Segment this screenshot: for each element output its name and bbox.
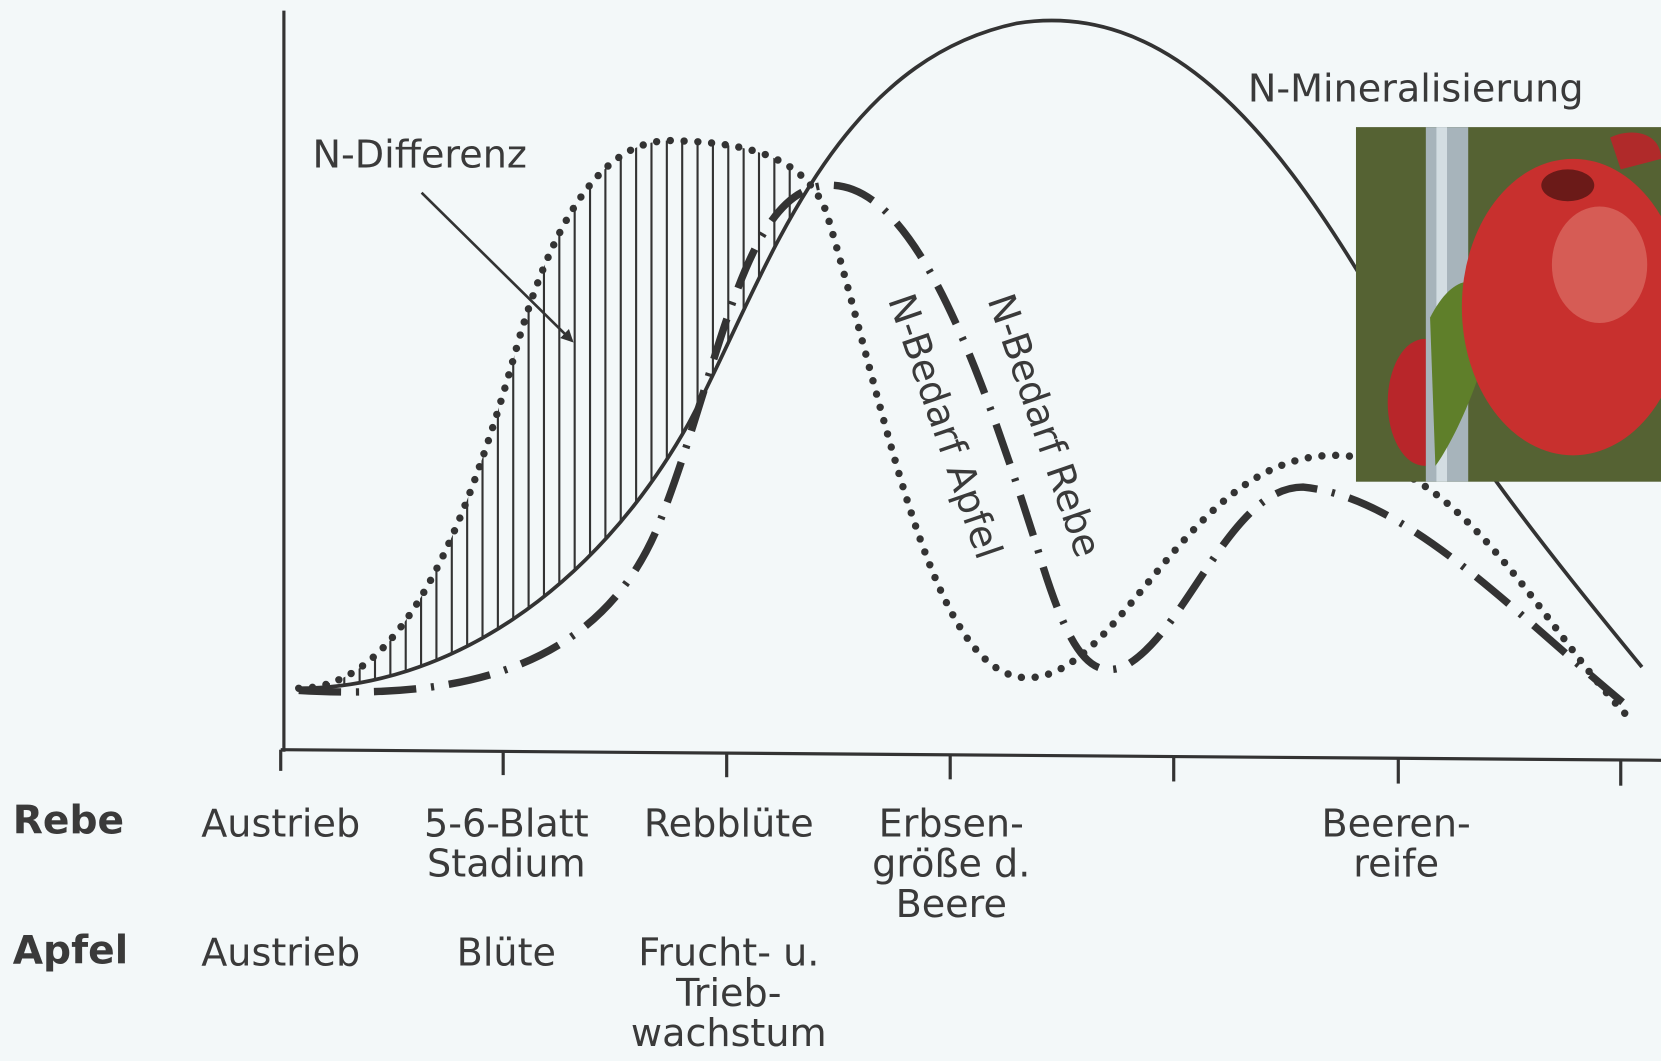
mineralisierung-label: N-Mineralisierung [1248, 67, 1584, 111]
stage-label: 5-6-Blatt [424, 802, 589, 846]
stage-label: wachstum [631, 1011, 827, 1055]
stage-label: Trieb- [675, 971, 781, 1015]
stage-label: Beere [896, 882, 1007, 926]
arrow [420, 191, 574, 343]
bedarf-rebe-curve [298, 181, 1634, 713]
stage-label: Beeren- [1322, 802, 1471, 846]
row-label: Apfel [13, 929, 128, 974]
differenz-label: N-Differenz [312, 132, 526, 176]
stage-label: Frucht- u. [638, 931, 819, 975]
difference-hatching [312, 105, 791, 742]
x-axis [280, 748, 1661, 762]
row-label: Rebe [13, 798, 124, 843]
stage-label: Austrieb [201, 802, 360, 846]
stage-label: Blüte [457, 931, 556, 975]
apple-photo [1355, 127, 1661, 482]
x-ticks [279, 749, 1623, 786]
stage-label: Austrieb [201, 931, 360, 975]
stage-label: Stadium [427, 842, 586, 886]
bedarf-apfel-curve [295, 136, 1636, 724]
stage-label: Erbsen- [879, 802, 1024, 846]
stage-label: größe d. [872, 842, 1030, 886]
stage-label: reife [1353, 842, 1439, 886]
stage-label: Rebblüte [644, 802, 814, 846]
